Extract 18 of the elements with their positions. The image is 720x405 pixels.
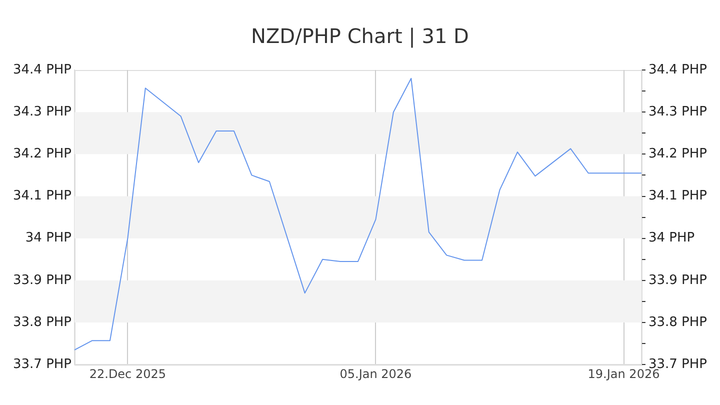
- y-tick-label: 34.4 PHP: [12, 62, 72, 78]
- y2-tick-label: 33.9 PHP: [648, 272, 708, 288]
- y-tick-label: 34.1 PHP: [12, 188, 72, 204]
- x-tick-label: 22.Dec 2025: [89, 366, 166, 381]
- y2-tick-label: 34.3 PHP: [648, 104, 708, 120]
- y-tick-label: 34.2 PHP: [12, 146, 72, 162]
- y-tick-label: 33.9 PHP: [12, 272, 72, 288]
- y2-tick-label: 34.1 PHP: [648, 188, 708, 204]
- y2-tick-label: 34.2 PHP: [648, 146, 708, 162]
- y-tick-label: 33.8 PHP: [12, 314, 72, 330]
- y2-tick-label: 34.4 PHP: [648, 62, 708, 78]
- y2-tick-label: 33.8 PHP: [648, 314, 708, 330]
- x-tick-label: 05.Jan 2026: [340, 366, 412, 381]
- y-tick-label: 34 PHP: [25, 230, 72, 246]
- chart-title: NZD/PHP Chart | 31 D: [250, 24, 470, 48]
- y-tick-label: 33.7 PHP: [12, 356, 72, 372]
- y2-tick-label: 34 PHP: [648, 230, 695, 246]
- y-tick-label: 34.3 PHP: [12, 104, 72, 120]
